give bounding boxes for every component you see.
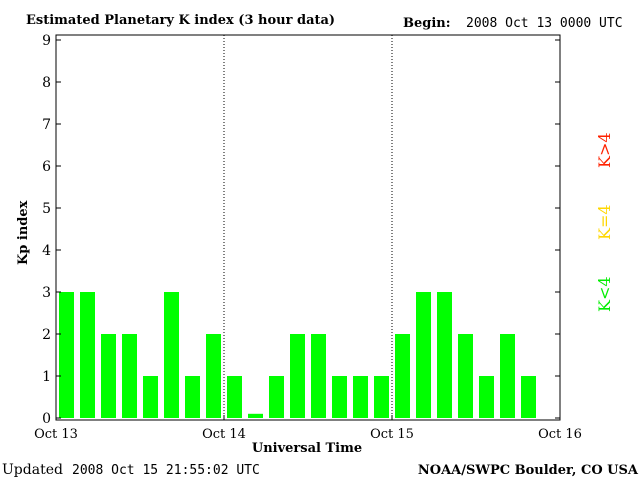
y-tick-label: 1	[42, 369, 51, 385]
updated-label: Updated	[2, 462, 63, 478]
y-axis-label: Kp index	[16, 200, 31, 265]
kp-bar	[311, 334, 326, 418]
y-tick-label: 0	[42, 411, 51, 427]
y-tick-label: 7	[42, 117, 51, 133]
kp-bar	[122, 334, 137, 418]
kp-bar	[143, 376, 158, 418]
kp-bar	[353, 376, 368, 418]
legend-k-greater-than-4: K>4	[595, 132, 614, 168]
legend-k-equals-4: K=4	[595, 204, 614, 240]
day-dividers	[223, 35, 393, 420]
kp-bar	[521, 376, 536, 418]
kp-bar	[227, 376, 242, 418]
plot-area	[55, 34, 561, 421]
kp-bar	[290, 334, 305, 418]
updated-value: 2008 Oct 15 21:55:02 UTC	[72, 463, 260, 478]
kp-bar	[479, 376, 494, 418]
x-axis-label: Universal Time	[252, 441, 362, 456]
y-tick-label: 9	[42, 33, 51, 49]
kp-bar	[332, 376, 347, 418]
y-tick-label: 5	[42, 201, 51, 217]
x-tick-label: Oct 14	[202, 427, 246, 442]
y-tick-label: 8	[42, 75, 51, 91]
bars-group	[59, 292, 536, 418]
kp-bar	[269, 376, 284, 418]
x-tick-label: Oct 13	[34, 427, 78, 442]
kp-bar	[206, 334, 221, 418]
kp-bar	[374, 376, 389, 418]
x-tick-label: Oct 15	[370, 427, 414, 442]
kp-bar	[248, 413, 263, 418]
begin-label: Begin:	[403, 16, 451, 31]
kp-bar	[59, 292, 74, 418]
kp-bar	[101, 334, 116, 418]
y-tick-label: 6	[42, 159, 51, 175]
y-tick-label: 2	[42, 327, 51, 343]
y-tick-label: 4	[42, 243, 51, 259]
kp-bar	[500, 334, 515, 418]
chart-title: Estimated Planetary K index (3 hour data…	[26, 13, 335, 28]
kp-bar	[164, 292, 179, 418]
kp-bar	[437, 292, 452, 418]
kp-bar	[80, 292, 95, 418]
x-axis-ticks: Oct 13 Oct 14 Oct 15 Oct 16	[34, 415, 582, 442]
kp-bar	[395, 334, 410, 418]
y-axis-ticks: 0 1 2 3 4 5 6 7 8 9	[42, 33, 560, 427]
source-credit: NOAA/SWPC Boulder, CO USA	[418, 463, 639, 478]
begin-value: 2008 Oct 13 0000 UTC	[466, 16, 623, 31]
x-tick-label: Oct 16	[538, 427, 582, 442]
legend-k-less-than-4: K<4	[595, 276, 614, 312]
kp-bar	[458, 334, 473, 418]
kp-bar	[185, 376, 200, 418]
kp-bar	[416, 292, 431, 418]
y-tick-label: 3	[42, 285, 51, 301]
